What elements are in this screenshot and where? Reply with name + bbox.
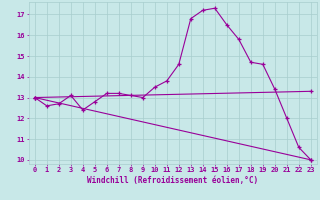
X-axis label: Windchill (Refroidissement éolien,°C): Windchill (Refroidissement éolien,°C) (87, 176, 258, 185)
